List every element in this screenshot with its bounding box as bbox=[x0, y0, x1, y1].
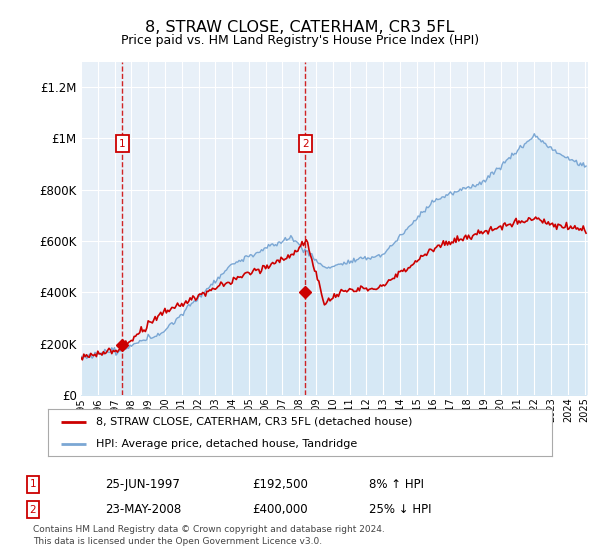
Text: 2: 2 bbox=[29, 505, 37, 515]
Text: HPI: Average price, detached house, Tandridge: HPI: Average price, detached house, Tand… bbox=[96, 438, 357, 449]
Text: 8, STRAW CLOSE, CATERHAM, CR3 5FL (detached house): 8, STRAW CLOSE, CATERHAM, CR3 5FL (detac… bbox=[96, 417, 412, 427]
Text: 25% ↓ HPI: 25% ↓ HPI bbox=[369, 503, 431, 516]
Text: Contains HM Land Registry data © Crown copyright and database right 2024.
This d: Contains HM Land Registry data © Crown c… bbox=[33, 525, 385, 546]
Text: £400,000: £400,000 bbox=[252, 503, 308, 516]
Text: 1: 1 bbox=[119, 139, 125, 148]
Text: 8% ↑ HPI: 8% ↑ HPI bbox=[369, 478, 424, 491]
Text: 23-MAY-2008: 23-MAY-2008 bbox=[105, 503, 181, 516]
Text: 2: 2 bbox=[302, 139, 309, 148]
Text: £192,500: £192,500 bbox=[252, 478, 308, 491]
Text: 1: 1 bbox=[29, 479, 37, 489]
Text: 8, STRAW CLOSE, CATERHAM, CR3 5FL: 8, STRAW CLOSE, CATERHAM, CR3 5FL bbox=[145, 20, 455, 35]
Text: Price paid vs. HM Land Registry's House Price Index (HPI): Price paid vs. HM Land Registry's House … bbox=[121, 34, 479, 46]
Text: 25-JUN-1997: 25-JUN-1997 bbox=[105, 478, 180, 491]
